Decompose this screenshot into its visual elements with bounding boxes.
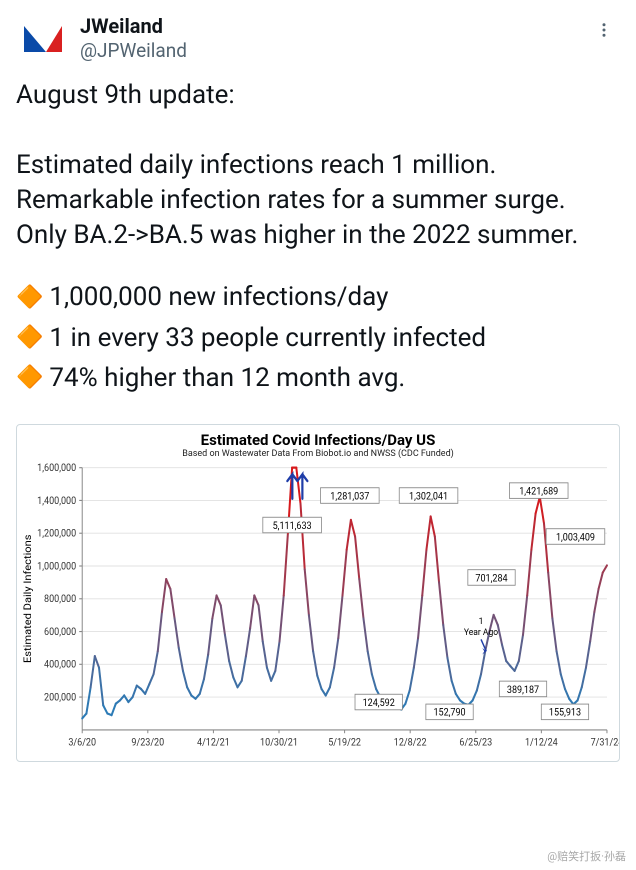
diamond-icon: 🔶 [16, 367, 43, 389]
diamond-icon: 🔶 [16, 327, 43, 349]
svg-text:9/23/20: 9/23/20 [131, 737, 164, 749]
svg-text:1/12/24: 1/12/24 [525, 737, 558, 749]
svg-text:1,003,409: 1,003,409 [556, 532, 595, 544]
svg-text:400,000: 400,000 [44, 660, 76, 672]
watermark: @赔笑打扳·孙磊 [547, 848, 626, 864]
svg-text:155,913: 155,913 [549, 708, 581, 720]
svg-text:152,790: 152,790 [433, 708, 465, 720]
diamond-icon: 🔶 [16, 287, 43, 309]
tweet-body-text: August 9th update: Estimated daily infec… [16, 78, 620, 253]
svg-text:1,000,000: 1,000,000 [37, 561, 76, 573]
svg-text:5/19/22: 5/19/22 [328, 737, 361, 749]
svg-text:1,600,000: 1,600,000 [37, 463, 76, 475]
svg-text:1: 1 [479, 617, 484, 627]
bullet-text: 1 in every 33 people currently infected [49, 318, 486, 358]
svg-text:1,281,037: 1,281,037 [330, 491, 369, 503]
svg-text:Estimated Daily Infections: Estimated Daily Infections [22, 535, 34, 664]
svg-text:800,000: 800,000 [44, 594, 76, 606]
chart-image[interactable]: Estimated Covid Infections/Day US Based … [16, 424, 620, 762]
display-name[interactable]: JWeiland [80, 14, 187, 39]
svg-text:124,592: 124,592 [363, 698, 395, 710]
svg-text:10/30/21: 10/30/21 [260, 737, 298, 749]
svg-text:3/6/20: 3/6/20 [68, 737, 96, 749]
chart-title: Estimated Covid Infections/Day US [17, 425, 619, 449]
tweet-header: JWeiland @JPWeiland [16, 12, 620, 66]
svg-text:200,000: 200,000 [44, 692, 76, 704]
chart-subtitle: Based on Wastewater Data From Biobot.io … [17, 449, 619, 459]
bullet-list: 🔶 1,000,000 new infections/day 🔶 1 in every… [16, 277, 620, 398]
more-icon [595, 21, 613, 39]
svg-text:701,284: 701,284 [475, 573, 508, 585]
svg-text:389,187: 389,187 [507, 685, 539, 697]
svg-text:4/12/21: 4/12/21 [197, 737, 230, 749]
svg-text:1,200,000: 1,200,000 [37, 529, 76, 541]
svg-text:Year Ago: Year Ago [464, 628, 498, 638]
svg-text:5,111,633: 5,111,633 [273, 521, 312, 533]
avatar[interactable] [16, 12, 70, 66]
svg-text:12/8/22: 12/8/22 [394, 737, 427, 749]
bullet-item: 🔶 1 in every 33 people currently infected [16, 318, 620, 358]
svg-text:7/31/24: 7/31/24 [591, 737, 619, 749]
bullet-item: 🔶 74% higher than 12 month avg. [16, 358, 620, 398]
svg-text:6/25/23: 6/25/23 [459, 737, 492, 749]
svg-text:1,421,689: 1,421,689 [519, 486, 558, 498]
svg-text:1,302,041: 1,302,041 [409, 491, 448, 503]
svg-text:600,000: 600,000 [44, 627, 76, 639]
bullet-text: 1,000,000 new infections/day [49, 277, 388, 317]
svg-text:1,400,000: 1,400,000 [37, 496, 76, 508]
user-handle[interactable]: @JPWeiland [80, 39, 187, 63]
bullet-item: 🔶 1,000,000 new infections/day [16, 277, 620, 317]
bullet-text: 74% higher than 12 month avg. [49, 358, 405, 398]
more-options-button[interactable] [590, 16, 618, 44]
